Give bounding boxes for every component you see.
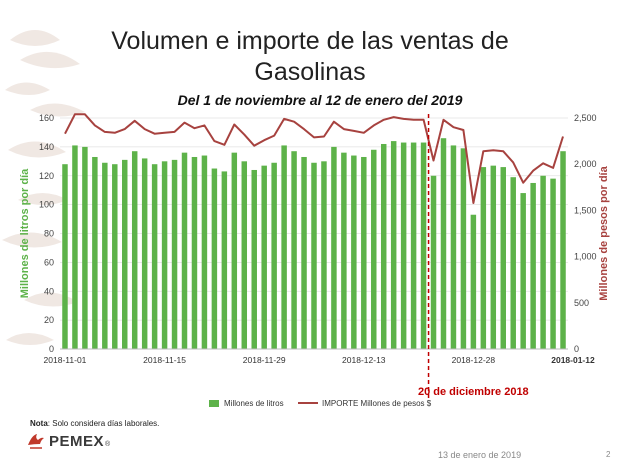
page-number: 2 bbox=[606, 450, 611, 459]
slide-subtitle: Del 1 de noviembre al 12 de enero del 20… bbox=[177, 92, 463, 108]
volume-bar bbox=[420, 142, 427, 349]
volume-bar bbox=[440, 138, 447, 349]
y-tick-label: 160 bbox=[39, 113, 54, 123]
volume-bar bbox=[291, 151, 297, 349]
title-line-1: Volumen e importe de las ventas de bbox=[111, 27, 509, 55]
x-tick-label: 2018-11-15 bbox=[143, 355, 186, 365]
x-tick-label: 2018-11-01 bbox=[44, 355, 87, 365]
volume-bar bbox=[500, 167, 506, 349]
volume-bar bbox=[201, 155, 208, 349]
volume-bar bbox=[510, 177, 516, 349]
marker-date-label: 20 de diciembre 2018 bbox=[418, 386, 529, 398]
footnote: Nota: Solo considera días laborales. bbox=[30, 419, 159, 428]
volume-bar bbox=[560, 151, 566, 349]
pemex-logo: PEMEX ® bbox=[26, 430, 110, 452]
volume-bar bbox=[520, 193, 526, 349]
volume-bar bbox=[82, 146, 88, 349]
importe-line bbox=[64, 113, 564, 204]
volume-bar bbox=[181, 152, 188, 349]
volume-bar bbox=[490, 165, 497, 349]
volume-bar bbox=[550, 178, 556, 349]
volume-bar bbox=[321, 161, 327, 349]
y-tick-label: 20 bbox=[44, 315, 54, 325]
volume-bar bbox=[400, 142, 407, 349]
volume-bar bbox=[460, 148, 467, 349]
volume-bar bbox=[281, 145, 287, 349]
volume-bar bbox=[171, 159, 178, 349]
volume-bar bbox=[271, 162, 277, 349]
volume-bar bbox=[341, 152, 347, 349]
volume-bar bbox=[410, 142, 417, 349]
volume-bar bbox=[72, 145, 78, 349]
volume-bar bbox=[122, 159, 128, 349]
y2-axis-label: Millones de pesos por día bbox=[598, 165, 610, 300]
y2-tick-label: 1,000 bbox=[574, 252, 597, 262]
volume-bar bbox=[311, 162, 317, 349]
y2-tick-label: 500 bbox=[574, 298, 589, 308]
legend-swatch-bars bbox=[209, 400, 219, 407]
volume-bar bbox=[361, 156, 367, 349]
x-tick-label: 2018-12-13 bbox=[342, 355, 386, 365]
volume-bar bbox=[450, 145, 457, 349]
volume-bar bbox=[191, 156, 198, 349]
y-axis-label: Millones de litros por día bbox=[19, 168, 31, 298]
volume-bar bbox=[480, 167, 487, 349]
volume-bar bbox=[331, 146, 337, 349]
volume-bar bbox=[161, 161, 168, 349]
slide-title: Volumen e importe de las ventas de Gasol… bbox=[80, 26, 540, 88]
y2-tick-label: 1,500 bbox=[574, 205, 597, 215]
y2-tick-label: 2,000 bbox=[574, 159, 597, 169]
y2-tick-label: 2,500 bbox=[574, 113, 597, 123]
y-tick-label: 140 bbox=[39, 142, 54, 152]
title-line-2: Gasolinas bbox=[254, 58, 366, 86]
volume-bar bbox=[241, 161, 248, 349]
x-tick-label: 2018-11-29 bbox=[243, 355, 286, 365]
volume-bar bbox=[251, 169, 257, 349]
volume-bar bbox=[380, 143, 387, 349]
volume-bar bbox=[390, 141, 397, 349]
volume-bar bbox=[151, 164, 158, 349]
y-tick-label: 100 bbox=[39, 200, 54, 210]
volume-bar bbox=[112, 164, 118, 349]
y-tick-label: 40 bbox=[44, 286, 54, 296]
volume-bar bbox=[530, 182, 536, 349]
footnote-bold: Nota bbox=[30, 419, 48, 428]
legend-label-line: IMPORTE Millones de pesos $ bbox=[322, 399, 432, 408]
legend-label-bars: Millones de litros bbox=[224, 399, 284, 408]
footer-date: 13 de enero de 2019 bbox=[438, 450, 522, 460]
logo-text: PEMEX bbox=[49, 432, 105, 450]
y-tick-label: 0 bbox=[49, 344, 54, 354]
y-tick-label: 80 bbox=[44, 229, 54, 239]
volume-bar bbox=[261, 165, 267, 349]
volume-bar bbox=[470, 214, 477, 349]
y-tick-label: 60 bbox=[44, 257, 54, 267]
volume-bar bbox=[211, 168, 218, 349]
volume-bar bbox=[141, 158, 148, 349]
x-tick-label: 2018-12-28 bbox=[452, 355, 496, 365]
volume-bar bbox=[221, 171, 228, 349]
volume-bar bbox=[371, 149, 377, 349]
footnote-text: : Solo considera días laborales. bbox=[47, 419, 160, 428]
volume-bar bbox=[430, 175, 437, 349]
volume-bar bbox=[102, 162, 108, 349]
volume-bar bbox=[231, 152, 238, 349]
y2-tick-label: 0 bbox=[574, 344, 579, 354]
volume-bar bbox=[351, 155, 357, 349]
pemex-eagle-icon bbox=[28, 434, 44, 449]
volume-bar bbox=[92, 156, 98, 349]
volume-bar bbox=[540, 175, 546, 349]
x-tick-label: 2018-01-12 bbox=[551, 355, 595, 365]
volume-bar bbox=[131, 151, 138, 349]
logo-registered-mark: ® bbox=[105, 440, 111, 448]
volume-bar bbox=[62, 164, 68, 349]
volume-bar bbox=[301, 156, 307, 349]
y-tick-label: 120 bbox=[39, 171, 54, 181]
